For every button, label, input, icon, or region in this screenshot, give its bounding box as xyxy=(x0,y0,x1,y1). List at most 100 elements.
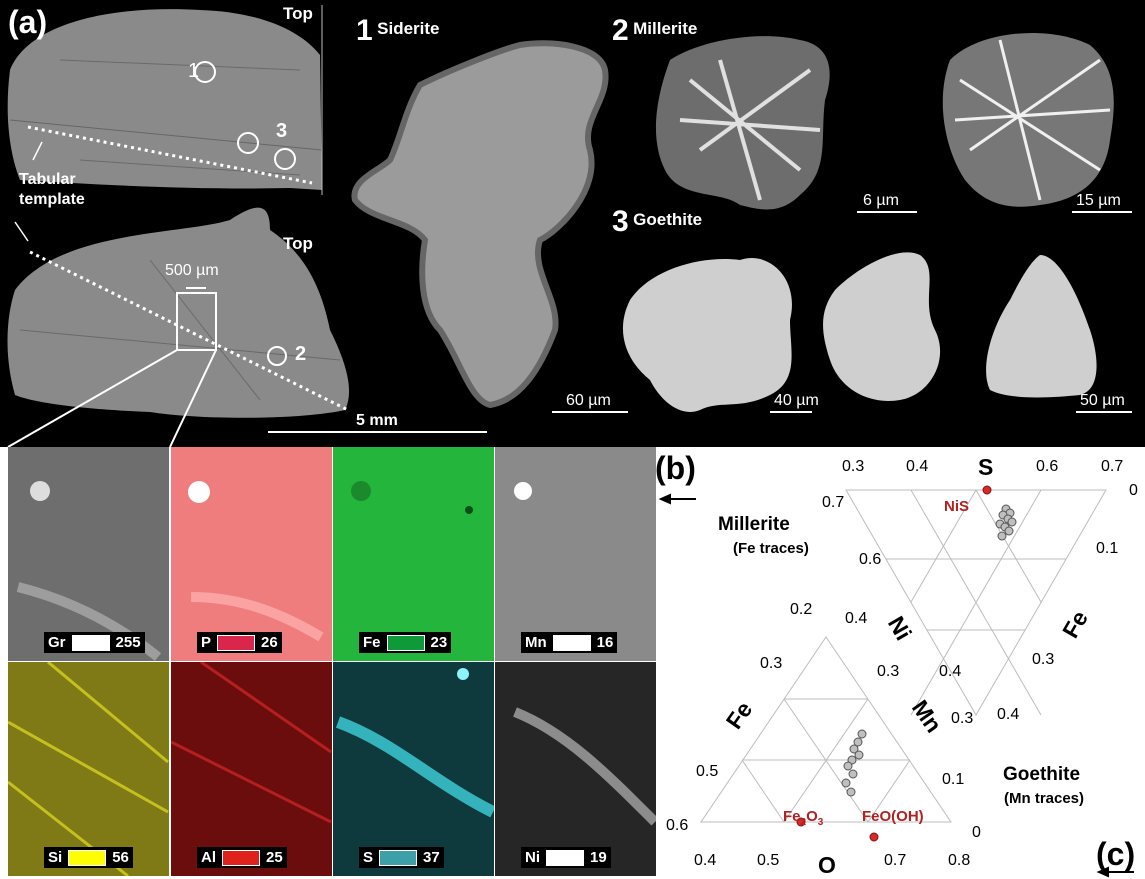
map-swatch-al xyxy=(222,849,260,866)
map-swatch-gr xyxy=(71,634,110,651)
map-value-s: 37 xyxy=(423,849,440,866)
goethite-apex-label: O xyxy=(818,852,836,878)
map-legend-gr: Gr 255 xyxy=(44,632,145,653)
map-legend-ni: Ni 19 xyxy=(521,847,611,868)
map-swatch-fe xyxy=(386,634,425,651)
millerite-data-points xyxy=(995,504,1017,541)
scale-label-500: 500 µm xyxy=(165,262,219,279)
goethite-bottom-tick-4: 0.8 xyxy=(948,852,971,869)
map-swatch-si xyxy=(68,849,107,866)
millerite-name: Millerite xyxy=(633,19,698,38)
millerite-top-tick-3: 0.6 xyxy=(1036,458,1059,475)
marker-label-1: 1 xyxy=(188,60,200,82)
map-element-si: Si xyxy=(48,849,63,866)
tabular-template-line-bottom xyxy=(29,250,349,412)
millerite-top-tick-1: 0.3 xyxy=(842,458,865,475)
goethite-title: 3 Goethite xyxy=(612,205,702,239)
panel-a-drawing xyxy=(7,5,1132,447)
map-value-ni: 19 xyxy=(590,849,607,866)
map-legend-al: Al 25 xyxy=(197,847,287,868)
millerite-right-tick-4: 0.4 xyxy=(997,706,1020,723)
fe2o3-reference-point xyxy=(796,817,806,827)
map-ni: Ni 19 xyxy=(495,662,656,876)
marker-circle-3b xyxy=(274,148,296,170)
siderite-grain xyxy=(351,40,609,409)
siderite-name: Siderite xyxy=(377,19,440,38)
panel-label-a: (a) xyxy=(8,4,48,40)
panel-a: (a) Top Top Tabular template 500 µm 5 mm… xyxy=(0,0,1145,447)
map-legend-mn: Mn 16 xyxy=(521,632,618,653)
map-legend-p: P 26 xyxy=(197,632,282,653)
nis-label: NiS xyxy=(944,498,970,515)
scale-label-40um: 40 µm xyxy=(774,392,819,409)
map-swatch-p xyxy=(217,634,256,651)
map-si: Si 56 xyxy=(8,662,169,876)
map-fe: Fe 23 xyxy=(333,447,494,661)
sample-bottom-image xyxy=(7,207,350,418)
siderite-number: 1 xyxy=(356,14,373,47)
millerite-right-tick-2: 0.1 xyxy=(1096,540,1119,557)
sample-top-image xyxy=(7,9,322,190)
millerite-diagram-title: Millerite xyxy=(718,514,790,535)
map-element-mn: Mn xyxy=(525,634,547,651)
map-element-s: S xyxy=(363,849,374,866)
nis-reference-point xyxy=(982,485,992,495)
goethite-grain-1 xyxy=(622,258,792,412)
map-swatch-ni xyxy=(546,849,584,866)
marker-circle-3a xyxy=(237,132,259,154)
map-legend-fe: Fe 23 xyxy=(359,632,452,653)
marker-label-2: 2 xyxy=(295,343,307,365)
millerite-left-tick-1: 0.7 xyxy=(822,494,845,511)
fe2o3-label: Fe2O3 xyxy=(783,808,824,828)
millerite-number: 2 xyxy=(612,14,629,47)
millerite-left-tick-4: 0.3 xyxy=(951,710,974,727)
zoom-box xyxy=(176,292,217,351)
goethite-right-tick-1: 0.4 xyxy=(845,610,868,627)
goethite-name: Goethite xyxy=(633,210,703,229)
siderite-title: 1 Siderite xyxy=(356,14,440,48)
goethite-right-tick-4: 0 xyxy=(972,824,981,841)
top-label-1: Top xyxy=(283,4,313,23)
map-legend-si: Si 56 xyxy=(44,847,133,868)
map-al: Al 25 xyxy=(171,662,332,876)
goethite-diagram-subtitle: (Mn traces) xyxy=(1004,790,1085,807)
millerite-diagram-subtitle: (Fe traces) xyxy=(733,540,809,557)
scale-label-15um: 15 µm xyxy=(1076,192,1121,209)
goethite-grain-3 xyxy=(986,255,1097,398)
goethite-data-points xyxy=(841,729,867,797)
map-value-si: 56 xyxy=(112,849,129,866)
millerite-right-tick-1: 0 xyxy=(1129,482,1138,499)
goethite-left-tick-3: 0.5 xyxy=(696,763,719,780)
scale-label-siderite: 60 µm xyxy=(566,392,611,409)
goethite-right-tick-2: 0.3 xyxy=(877,663,900,680)
scale-label-6um: 6 µm xyxy=(863,192,899,209)
goethite-left-tick-2: 0.3 xyxy=(760,655,783,672)
goethite-left-tick-1: 0.2 xyxy=(790,601,813,618)
map-element-ni: Ni xyxy=(525,849,540,866)
millerite-left-tick-3: 0.4 xyxy=(939,663,962,680)
millerite-apex-label: S xyxy=(978,454,994,480)
tabular-template-label: Tabular template xyxy=(19,171,85,208)
map-element-al: Al xyxy=(201,849,216,866)
scale-label-50um: 50 µm xyxy=(1080,392,1125,409)
marker-label-3: 3 xyxy=(276,120,288,142)
map-p: P 26 xyxy=(171,447,332,661)
map-element-gr: Gr xyxy=(48,634,66,651)
millerite-top-tick-2: 0.4 xyxy=(906,458,929,475)
map-value-p: 26 xyxy=(261,634,278,651)
map-swatch-s xyxy=(379,849,418,866)
panel-label-c: (c) xyxy=(1096,836,1136,872)
goethite-diagram-title: Goethite xyxy=(1003,764,1081,785)
panel-label-b: (b) xyxy=(655,450,696,486)
goethite-left-tick-4: 0.6 xyxy=(666,817,689,834)
map-value-al: 25 xyxy=(266,849,283,866)
top-label-2: Top xyxy=(283,234,313,253)
goethite-grain-2 xyxy=(823,252,941,401)
scale-label-5mm: 5 mm xyxy=(356,412,398,429)
map-legend-s: S 37 xyxy=(359,847,444,868)
ternary-panels xyxy=(658,485,1134,878)
map-element-p: P xyxy=(201,634,212,651)
map-element-fe: Fe xyxy=(363,634,381,651)
map-value-fe: 23 xyxy=(430,634,448,651)
map-value-mn: 16 xyxy=(596,634,614,651)
